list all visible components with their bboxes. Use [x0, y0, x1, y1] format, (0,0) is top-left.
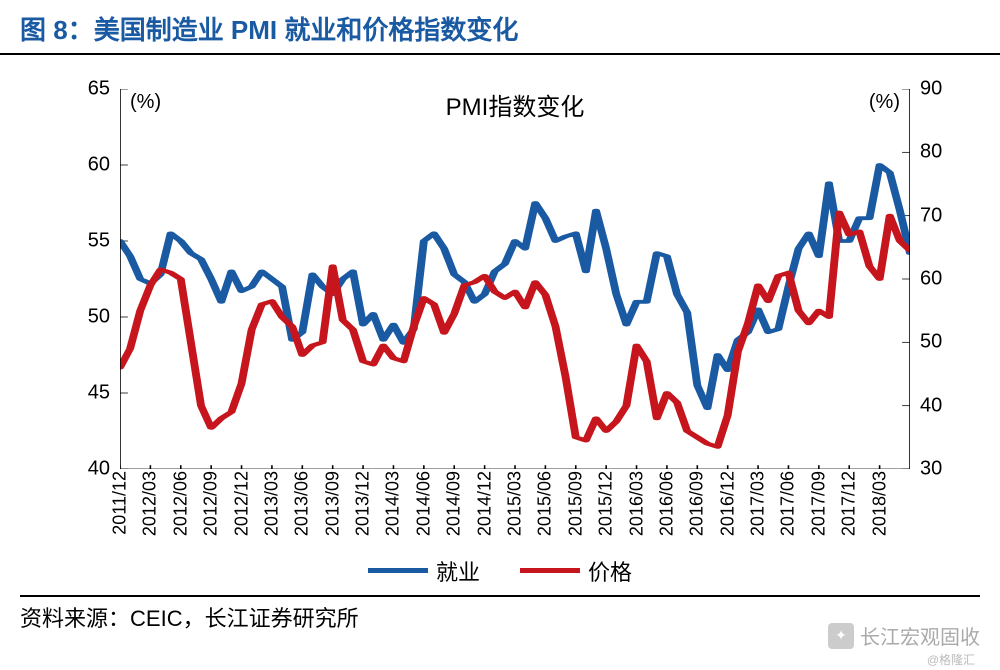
- y-left-tick: 50: [60, 306, 110, 329]
- legend-line-icon: [368, 568, 428, 573]
- x-tick: 2017/12: [839, 471, 860, 536]
- source-text: CEIC，长江证券研究所: [130, 606, 359, 631]
- x-tick: 2017/03: [748, 471, 769, 536]
- y-left-tick: 60: [60, 154, 110, 177]
- title-prefix: 图 8：: [20, 15, 94, 45]
- source-label: 资料来源：: [20, 606, 130, 631]
- plot-region: [120, 89, 910, 469]
- figure-title-row: 图 8：美国制造业 PMI 就业和价格指数变化: [0, 0, 1000, 55]
- y-right-tick: 30: [920, 458, 970, 481]
- x-tick: 2015/06: [535, 471, 556, 536]
- x-tick: 2015/12: [596, 471, 617, 536]
- x-tick: 2013/09: [322, 471, 343, 536]
- x-tick: 2014/09: [444, 471, 465, 536]
- legend-label: 价格: [588, 555, 632, 587]
- x-tick: 2017/06: [778, 471, 799, 536]
- y-right-tick: 50: [920, 331, 970, 354]
- figure-title: 图 8：美国制造业 PMI 就业和价格指数变化: [20, 15, 518, 45]
- y-right-tick: 90: [920, 78, 970, 101]
- title-text: 美国制造业 PMI 就业和价格指数变化: [94, 15, 519, 45]
- x-tick: 2013/12: [353, 471, 374, 536]
- x-tick: 2012/03: [140, 471, 161, 536]
- y-right-tick: 40: [920, 394, 970, 417]
- legend-line-icon: [520, 568, 580, 573]
- y-left-tick: 65: [60, 78, 110, 101]
- watermark-text: 长江宏观固收: [860, 621, 980, 650]
- legend-label: 就业: [436, 555, 480, 587]
- x-tick: 2016/09: [687, 471, 708, 536]
- series-价格: [120, 152, 910, 447]
- x-tick: 2018/03: [869, 471, 890, 536]
- y-left-tick: 40: [60, 458, 110, 481]
- y-left-axis-labels: 404550556065: [60, 89, 110, 469]
- x-tick: 2014/03: [383, 471, 404, 536]
- legend-item-就业: 就业: [368, 555, 480, 587]
- y-right-tick: 60: [920, 268, 970, 291]
- chart-svg: [120, 89, 910, 469]
- chart-area: PMI指数变化 (%) (%) 404550556065 30405060708…: [60, 69, 970, 549]
- x-tick: 2012/12: [231, 471, 252, 536]
- footer-separator: [20, 595, 980, 597]
- x-tick: 2016/12: [717, 471, 738, 536]
- x-tick: 2014/12: [474, 471, 495, 536]
- x-tick: 2012/09: [201, 471, 222, 536]
- y-left-tick: 55: [60, 230, 110, 253]
- y-left-tick: 45: [60, 382, 110, 405]
- x-tick: 2017/09: [808, 471, 829, 536]
- x-axis-labels: 2011/122012/032012/062012/092012/122013/…: [120, 471, 910, 549]
- x-tick: 2013/06: [292, 471, 313, 536]
- watermark: ✦ 长江宏观固收: [828, 621, 980, 650]
- x-tick: 2016/03: [626, 471, 647, 536]
- x-tick: 2012/06: [170, 471, 191, 536]
- y-right-axis-labels: 30405060708090: [920, 89, 970, 469]
- x-tick: 2014/06: [413, 471, 434, 536]
- x-tick: 2011/12: [110, 471, 131, 535]
- x-tick: 2016/06: [656, 471, 677, 536]
- x-tick: 2013/03: [261, 471, 282, 536]
- x-tick: 2015/03: [505, 471, 526, 536]
- y-right-tick: 80: [920, 141, 970, 164]
- legend: 就业 价格: [0, 553, 1000, 587]
- wechat-icon: ✦: [828, 623, 854, 649]
- legend-item-价格: 价格: [520, 555, 632, 587]
- watermark-secondary: @格隆汇: [927, 651, 975, 668]
- x-tick: 2015/09: [565, 471, 586, 536]
- y-right-tick: 70: [920, 204, 970, 227]
